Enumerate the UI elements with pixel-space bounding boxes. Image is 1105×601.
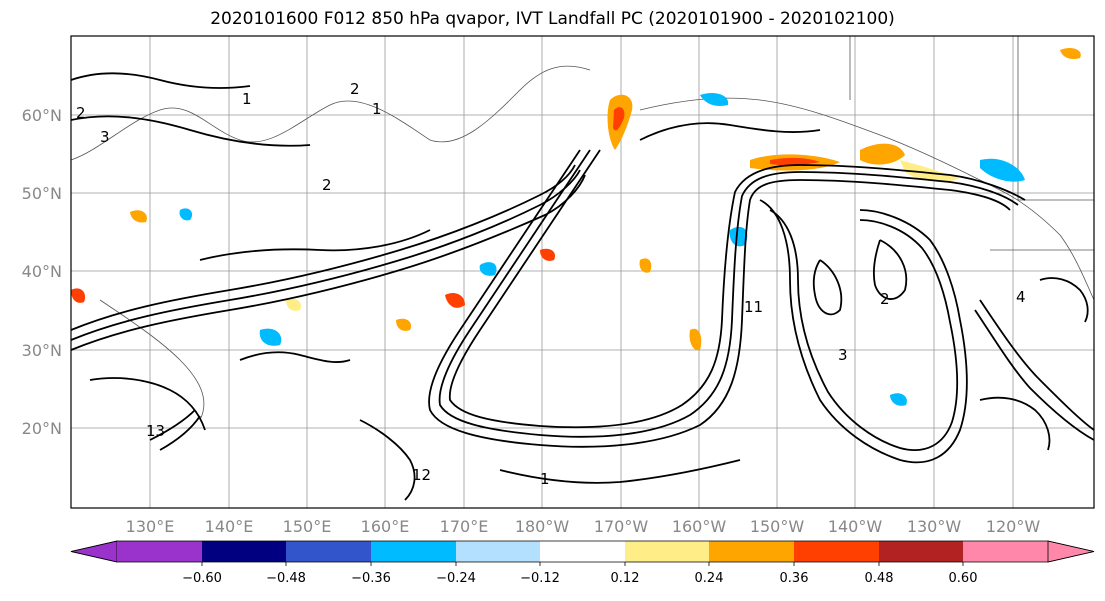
lat-label: 20°N xyxy=(22,419,62,438)
coastlines xyxy=(71,36,1094,421)
colorbar-extend-low xyxy=(70,540,118,563)
contour-labels: 2 3 2 1 2 1 11 3 4 12 13 1 2 xyxy=(76,80,1026,488)
lon-label: 150°E xyxy=(283,517,332,536)
colorbar-segment xyxy=(963,541,1048,562)
contour-label: 2 xyxy=(880,290,890,308)
contour-label: 1 xyxy=(242,90,252,108)
contour-label: 2 xyxy=(76,104,86,122)
lon-label: 160°W xyxy=(672,517,727,536)
colorbar-segment xyxy=(625,541,709,562)
colorbar-tick-label: 0.12 xyxy=(611,571,640,586)
colorbar-tick-label: −0.24 xyxy=(436,571,476,586)
lon-label: 130°E xyxy=(126,517,175,536)
anomaly-shading xyxy=(71,47,1081,406)
colorbar-segment xyxy=(286,541,371,562)
lat-label: 30°N xyxy=(22,341,62,360)
lon-label: 150°W xyxy=(750,517,805,536)
lat-label: 40°N xyxy=(22,262,62,281)
lat-label: 60°N xyxy=(22,106,62,125)
contour-label: 3 xyxy=(100,128,110,146)
colorbar-tick-label: 0.60 xyxy=(949,571,978,586)
colorbar-outline xyxy=(70,540,1095,563)
colorbar-tick-label: −0.48 xyxy=(266,571,306,586)
colorbar-segment xyxy=(709,541,794,562)
contour-label: 1 xyxy=(372,100,382,118)
lon-label: 130°W xyxy=(907,517,962,536)
colorbar-segment xyxy=(794,541,879,562)
colorbar-segment xyxy=(202,541,286,562)
colorbar-segment xyxy=(879,541,963,562)
colorbar-tick-label: −0.12 xyxy=(520,571,560,586)
colorbar-extend-high xyxy=(1047,540,1095,563)
lon-label: 140°E xyxy=(205,517,254,536)
lon-label: 140°W xyxy=(828,517,883,536)
contour-label: 2 xyxy=(350,80,360,98)
contour-label: 4 xyxy=(1016,288,1026,306)
lon-label: 170°W xyxy=(594,517,649,536)
lon-label: 170°E xyxy=(440,517,489,536)
contour-label: 13 xyxy=(146,422,165,440)
contour-label: 3 xyxy=(838,346,848,364)
latitude-labels: 60°N 50°N 40°N 30°N 20°N xyxy=(22,106,62,438)
map-title: 2020101600 F012 850 hPa qvapor, IVT Land… xyxy=(210,9,895,29)
contour-label: 1 xyxy=(540,470,550,488)
contour-label: 2 xyxy=(322,176,332,194)
contour-label: 11 xyxy=(744,298,763,316)
lon-label: 120°W xyxy=(986,517,1041,536)
colorbar-tick-label: 0.24 xyxy=(695,571,724,586)
longitude-labels: 130°E 140°E 150°E 160°E 170°E 180°W 170°… xyxy=(126,517,1041,536)
colorbar-tick-labels: −0.60 −0.48 −0.36 −0.24 −0.12 0.12 0.24 0.36 0.4… xyxy=(182,562,977,586)
colorbar-tick-label: −0.60 xyxy=(182,571,222,586)
contour-label: 12 xyxy=(412,466,431,484)
colorbar-tick-label: −0.36 xyxy=(351,571,391,586)
colorbar-tick-label: 0.48 xyxy=(865,571,894,586)
colorbar-tick-label: 0.36 xyxy=(780,571,809,586)
lat-label: 50°N xyxy=(22,184,62,203)
colorbar xyxy=(70,540,1095,563)
colorbar-segment xyxy=(117,541,202,562)
lon-label: 180°W xyxy=(515,517,570,536)
map-panel: 2 3 2 1 2 1 11 3 4 12 13 1 2 xyxy=(70,35,1095,509)
colorbar-segment xyxy=(456,541,540,562)
gridlines xyxy=(71,36,1094,508)
ivt-contours xyxy=(71,72,1094,501)
lon-label: 160°E xyxy=(361,517,410,536)
map-frame xyxy=(70,35,1095,509)
colorbar-segment xyxy=(540,541,625,562)
colorbar-segment xyxy=(371,541,456,562)
